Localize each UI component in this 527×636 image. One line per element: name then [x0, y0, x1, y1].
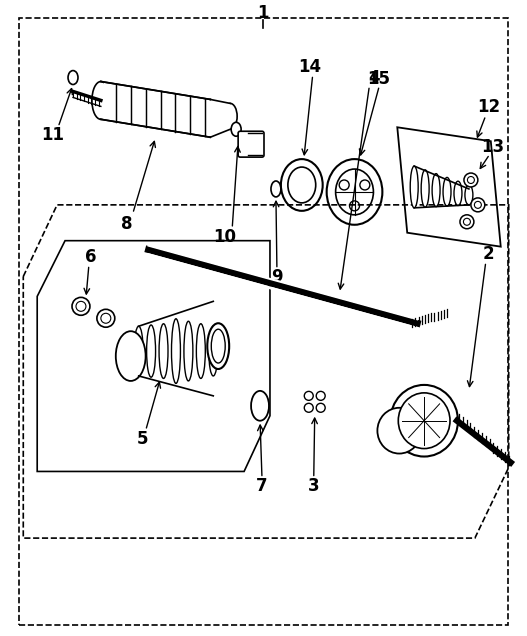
Text: 10: 10	[213, 228, 236, 245]
Ellipse shape	[231, 122, 241, 136]
Ellipse shape	[421, 170, 429, 207]
Ellipse shape	[464, 173, 478, 187]
Ellipse shape	[398, 393, 450, 448]
Text: 6: 6	[85, 247, 96, 266]
Ellipse shape	[316, 403, 325, 412]
Ellipse shape	[211, 329, 225, 363]
Ellipse shape	[443, 177, 451, 206]
Polygon shape	[101, 81, 230, 137]
Ellipse shape	[184, 321, 193, 381]
Ellipse shape	[391, 385, 458, 457]
Ellipse shape	[467, 177, 474, 183]
Ellipse shape	[76, 301, 86, 311]
Ellipse shape	[360, 180, 370, 190]
Ellipse shape	[304, 391, 313, 400]
Ellipse shape	[271, 181, 281, 197]
Ellipse shape	[288, 167, 316, 203]
Ellipse shape	[68, 71, 78, 85]
Ellipse shape	[92, 81, 110, 120]
Ellipse shape	[454, 181, 462, 205]
Ellipse shape	[281, 159, 323, 211]
Text: 2: 2	[483, 245, 495, 263]
Ellipse shape	[304, 403, 313, 412]
Ellipse shape	[377, 408, 421, 453]
Ellipse shape	[72, 298, 90, 315]
Ellipse shape	[474, 202, 481, 209]
Ellipse shape	[101, 314, 111, 323]
Text: 7: 7	[256, 478, 268, 495]
Ellipse shape	[134, 326, 143, 376]
Text: 15: 15	[367, 69, 390, 88]
Text: 14: 14	[298, 58, 321, 76]
Text: 1: 1	[257, 4, 269, 22]
Ellipse shape	[349, 201, 359, 211]
Text: 3: 3	[308, 478, 319, 495]
Ellipse shape	[209, 326, 218, 376]
Ellipse shape	[327, 159, 383, 225]
Ellipse shape	[316, 391, 325, 400]
Ellipse shape	[197, 324, 206, 378]
Ellipse shape	[336, 169, 374, 215]
Text: 13: 13	[481, 138, 504, 156]
Ellipse shape	[97, 309, 115, 327]
Ellipse shape	[460, 215, 474, 229]
Polygon shape	[397, 127, 501, 247]
Text: 8: 8	[121, 215, 132, 233]
Text: 4: 4	[368, 69, 380, 86]
Ellipse shape	[147, 325, 155, 377]
Ellipse shape	[463, 218, 471, 225]
Ellipse shape	[207, 323, 229, 369]
Ellipse shape	[465, 185, 473, 205]
Ellipse shape	[432, 174, 440, 207]
Ellipse shape	[471, 198, 485, 212]
Text: 9: 9	[271, 268, 283, 286]
FancyBboxPatch shape	[238, 131, 264, 157]
Ellipse shape	[159, 324, 168, 378]
Text: 5: 5	[137, 430, 149, 448]
Text: 12: 12	[477, 99, 500, 116]
Ellipse shape	[339, 180, 349, 190]
Ellipse shape	[251, 391, 269, 421]
Text: 11: 11	[42, 126, 65, 144]
Ellipse shape	[410, 166, 418, 208]
Ellipse shape	[223, 104, 237, 129]
Ellipse shape	[171, 319, 180, 384]
Ellipse shape	[116, 331, 145, 381]
